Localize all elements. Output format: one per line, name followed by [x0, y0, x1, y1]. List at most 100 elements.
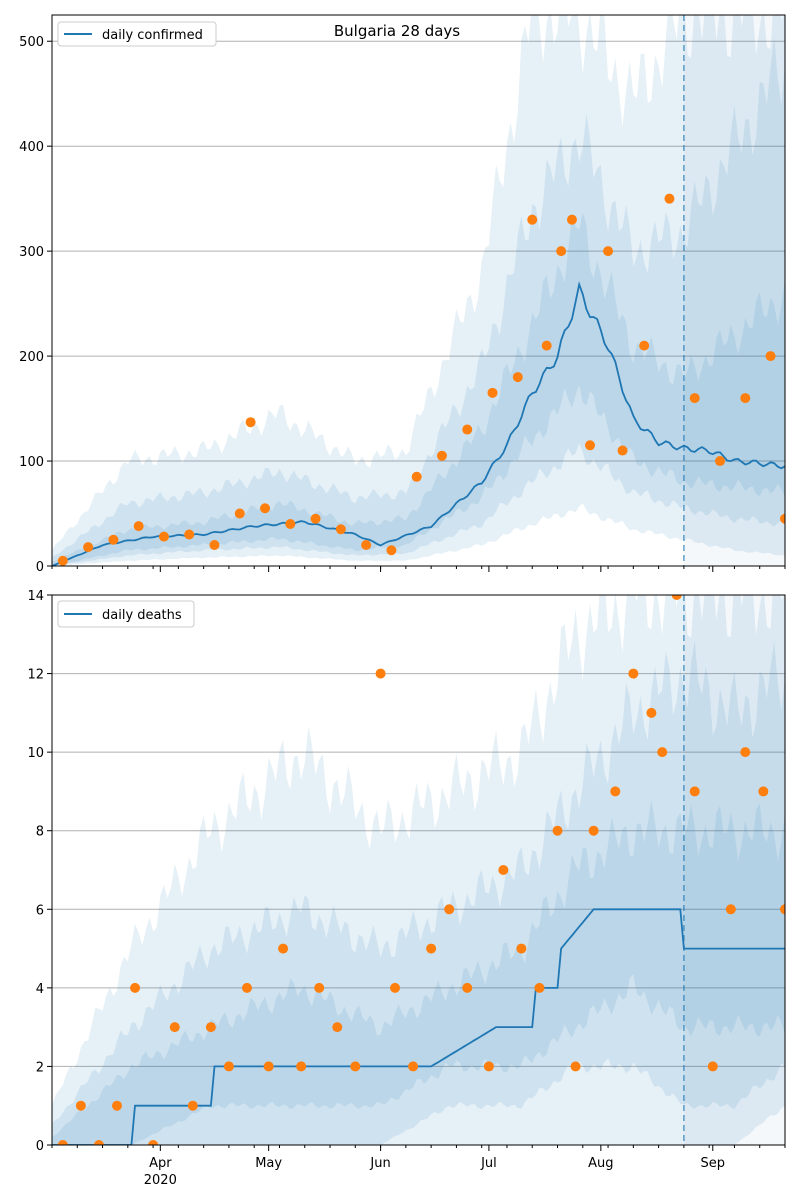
data-point	[585, 440, 596, 451]
legend-label: daily confirmed	[102, 28, 203, 43]
data-point	[93, 1140, 104, 1145]
data-point	[664, 193, 675, 204]
y-tick-label: 100	[19, 455, 44, 470]
deaths-panel: 0 2 4 6 8 10 12 14 Apr 2020 May Jun Jul Aug Sep daily …	[27, 589, 786, 1188]
data-point	[314, 982, 325, 993]
y-tick-label: 8	[36, 825, 44, 840]
data-point	[108, 534, 119, 545]
uncertainty-band	[52, 799, 785, 1145]
data-point	[133, 521, 144, 532]
data-point	[75, 1100, 86, 1111]
data-point	[130, 982, 141, 993]
data-point	[335, 524, 346, 535]
data-point	[223, 1061, 234, 1072]
y-tick-label: 0	[36, 1139, 44, 1154]
series-line	[52, 908, 785, 1145]
data-point	[534, 982, 545, 993]
uncertainty-band	[52, 212, 785, 566]
data-point	[740, 393, 751, 404]
data-point	[436, 450, 447, 461]
data-point	[444, 904, 455, 915]
data-point	[462, 424, 473, 435]
uncertainty-bands	[52, 15, 785, 566]
uncertainty-band	[52, 15, 785, 566]
data-point	[556, 246, 567, 257]
data-point	[512, 372, 523, 383]
data-point	[184, 529, 195, 540]
data-point	[780, 904, 785, 915]
uncertainty-bands	[52, 595, 785, 1145]
data-point	[646, 707, 657, 718]
data-point	[57, 555, 68, 566]
y-tick-label: 400	[19, 140, 44, 155]
data-point	[426, 943, 437, 954]
y-tick-label: 4	[36, 982, 44, 997]
data-point	[628, 668, 639, 679]
data-point	[516, 943, 527, 954]
y-tick-label: 10	[27, 746, 44, 761]
confirmed-panel: Bulgaria 28 days 0 100 200 300 400 500 daily …	[19, 14, 786, 575]
y-tick-label: 12	[27, 668, 44, 683]
data-point	[111, 1100, 122, 1111]
data-point	[411, 471, 422, 482]
data-point	[205, 1022, 216, 1033]
data-point	[390, 982, 401, 993]
data-point	[707, 1061, 718, 1072]
data-point	[234, 508, 245, 519]
data-point	[498, 865, 509, 875]
axes-frame	[51, 14, 786, 567]
data-point	[610, 786, 621, 797]
data-point	[408, 1061, 419, 1072]
x-tick-year-label: 2020	[144, 1173, 177, 1188]
data-point	[780, 513, 785, 524]
legend: daily confirmed	[57, 21, 217, 47]
data-point	[715, 456, 726, 467]
data-point	[169, 1022, 180, 1033]
data-point	[758, 786, 769, 797]
data-point	[187, 1100, 198, 1111]
y-tick-label: 300	[19, 245, 44, 260]
data-point	[57, 1140, 68, 1145]
data-point	[552, 825, 563, 836]
data-point	[245, 417, 256, 428]
legend-box	[57, 600, 195, 628]
y-tick-label: 2	[36, 1060, 44, 1075]
x-tick-label: Aug	[588, 1156, 613, 1171]
data-point	[260, 503, 271, 514]
data-point	[527, 214, 538, 225]
data-point	[588, 825, 599, 836]
data-point	[209, 540, 220, 551]
x-tick-label: Jul	[480, 1156, 497, 1171]
data-point	[639, 340, 650, 351]
data-point	[617, 445, 628, 456]
x-tick-label: Apr	[149, 1156, 172, 1171]
data-point	[148, 1140, 159, 1145]
data-point	[603, 246, 614, 257]
observed-points	[57, 595, 785, 1145]
data-point	[285, 519, 296, 530]
data-point	[361, 540, 372, 551]
chart-title: Bulgaria 28 days	[334, 22, 460, 40]
y-tick-label: 14	[27, 589, 44, 604]
y-tick-label: 0	[36, 560, 44, 575]
y-tick-label: 200	[19, 350, 44, 365]
data-point	[671, 595, 682, 600]
x-tick-label: Sep	[701, 1156, 726, 1171]
y-tick-label: 6	[36, 903, 44, 918]
data-point	[483, 1061, 494, 1072]
legend-box	[57, 21, 217, 47]
data-point	[296, 1061, 307, 1072]
uncertainty-band	[52, 640, 785, 1145]
data-point	[740, 747, 751, 758]
observed-points	[57, 193, 785, 566]
axes-frame	[51, 594, 786, 1146]
data-point	[83, 542, 94, 553]
data-point	[158, 531, 169, 542]
legend: daily deaths	[57, 600, 195, 628]
data-point	[541, 340, 552, 351]
uncertainty-band	[52, 37, 785, 566]
data-point	[350, 1061, 361, 1072]
forecast-shade	[683, 595, 785, 1145]
data-point	[689, 393, 700, 404]
